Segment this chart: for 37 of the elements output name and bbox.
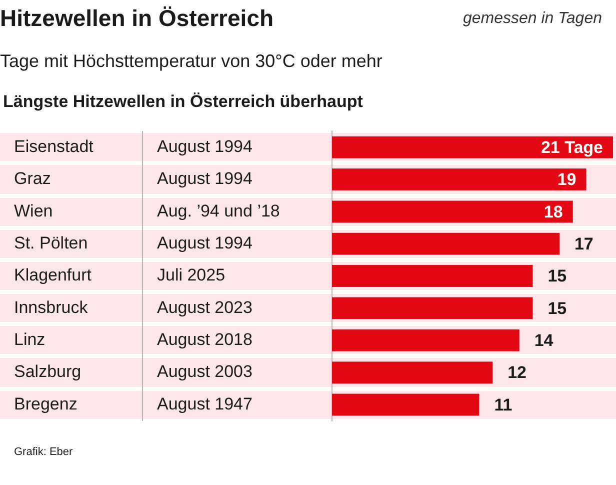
text: Längste Hitzewellen in Österreich überhaupt: [3, 92, 363, 112]
text: Grafik: Eber: [14, 446, 73, 460]
text: August 2018: [157, 330, 252, 350]
y-tick-label: Salzburg: [14, 362, 82, 382]
text: August 1994: [157, 169, 252, 188]
text: August 1994: [157, 234, 252, 253]
data-label: 17: [574, 234, 594, 254]
y-tick-label: Linz: [14, 330, 46, 350]
text: August 2023: [157, 298, 252, 317]
bar: [332, 394, 480, 416]
data-label: 18: [544, 202, 563, 222]
data-label: 19: [557, 170, 576, 190]
bar: [332, 362, 493, 384]
y-tick-label: Eisenstadt: [14, 136, 94, 156]
text: Juli 2025: [157, 266, 226, 285]
data-label: 15: [548, 266, 567, 286]
y-tick-label: Graz: [14, 169, 51, 188]
text: Aug. ’94 und ’18: [157, 201, 280, 220]
y-tick-label: St. Pölten: [14, 234, 88, 253]
bar: [332, 329, 520, 352]
y-tick-label: Klagenfurt: [14, 266, 92, 285]
text: August 2003: [157, 362, 252, 382]
y-tick-label: Bregenz: [14, 394, 78, 414]
y-tick-label: Innsbruck: [14, 298, 88, 317]
data-label: 21 Tage: [540, 138, 603, 157]
chart-subtitle: Tage mit Höchsttemperatur von 30°C oder mehr: [0, 51, 382, 73]
y-tick-label: Wien: [14, 201, 53, 220]
text: August 1994: [157, 136, 252, 156]
text: gemessen in Tagen: [462, 9, 602, 28]
data-label: 12: [508, 363, 526, 382]
text: August 1947: [157, 394, 252, 414]
bar: [332, 297, 533, 320]
data-label: 14: [534, 331, 554, 350]
data-label: 15: [548, 298, 567, 318]
text: Hitzewellen in Österreich: [0, 5, 274, 33]
bar: [332, 265, 533, 287]
data-label: 11: [494, 395, 512, 414]
